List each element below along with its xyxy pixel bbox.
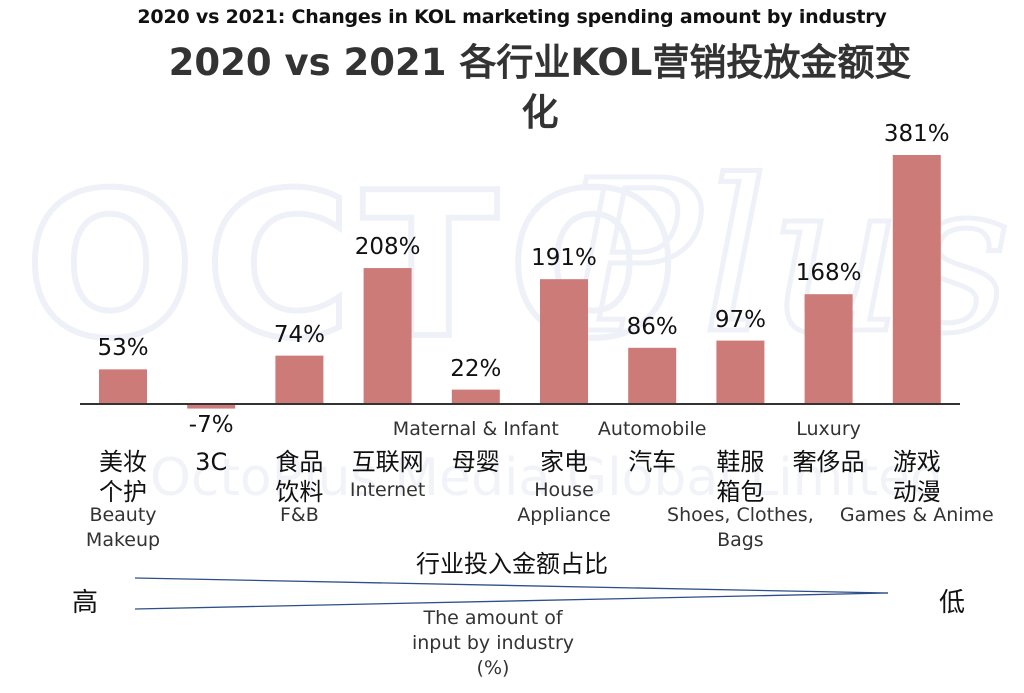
bar-1 <box>187 404 236 409</box>
bar-3 <box>363 268 412 404</box>
bar-6 <box>628 347 677 404</box>
value-label-3: 208% <box>354 234 421 261</box>
bar-8 <box>804 294 853 404</box>
category-label-en-0: Beauty Makeup <box>85 504 161 551</box>
x-axis-title-en: The amount of input by industry (%) <box>411 607 575 679</box>
category-label-en-9: Games & Anime <box>839 504 994 526</box>
wedge-bottom-line <box>134 592 889 610</box>
chart-title-zh: 2020 vs 2021 各行业KOL营销投放金额变化 <box>168 41 912 134</box>
category-label-zh-1: 3C <box>195 448 228 476</box>
value-label-1: -7% <box>188 412 234 438</box>
value-label-5: 191% <box>531 245 597 272</box>
value-label-6: 86% <box>626 313 678 340</box>
bar-0 <box>99 369 147 404</box>
category-label-zh-5: 家电 <box>540 448 588 476</box>
bar-5 <box>540 279 588 404</box>
value-label-0: 53% <box>97 335 149 362</box>
bar-9 <box>892 155 941 404</box>
bar-7 <box>716 340 765 404</box>
category-label-en-3: Internet <box>349 479 426 501</box>
bar-4 <box>451 389 500 404</box>
category-label-zh-9: 游戏 动漫 <box>892 448 941 506</box>
category-label-en-8: Luxury <box>796 418 861 440</box>
x-axis-low-label: 低 <box>938 588 965 618</box>
value-label-2: 74% <box>273 321 325 348</box>
x-axis-title-zh: 行业投入金额占比 <box>416 550 608 578</box>
category-label-en-5: House Appliance <box>517 479 611 526</box>
value-label-9: 381% <box>883 121 950 147</box>
category-label-en-7: Shoes, Clothes, Bags <box>667 504 814 551</box>
category-label-zh-0: 美妆 个护 <box>99 448 147 506</box>
value-label-4: 22% <box>450 355 502 382</box>
category-label-zh-3: 互联网 <box>351 448 424 476</box>
category-label-zh-4: 母婴 <box>451 448 500 476</box>
value-label-7: 97% <box>714 306 766 333</box>
wedge-top-line <box>134 577 889 594</box>
category-label-zh-7: 鞋服 箱包 <box>716 448 765 506</box>
category-label-en-4: Maternal & Infant <box>392 418 559 440</box>
category-label-zh-6: 汽车 <box>628 448 677 476</box>
value-label-8: 168% <box>795 260 862 287</box>
watermark-sub-text: OctoPlus Media Global Limited <box>150 448 943 508</box>
category-label-zh-2: 食品 饮料 <box>275 448 324 506</box>
x-axis-high-label: 高 <box>71 588 98 618</box>
bar-2 <box>275 355 324 404</box>
category-label-en-6: Automobile <box>597 418 707 440</box>
chart-title-en: 2020 vs 2021: Changes in KOL marketing s… <box>137 6 887 28</box>
category-label-en-2: F&B <box>280 504 319 526</box>
category-label-zh-8: 奢侈品 <box>792 448 865 476</box>
